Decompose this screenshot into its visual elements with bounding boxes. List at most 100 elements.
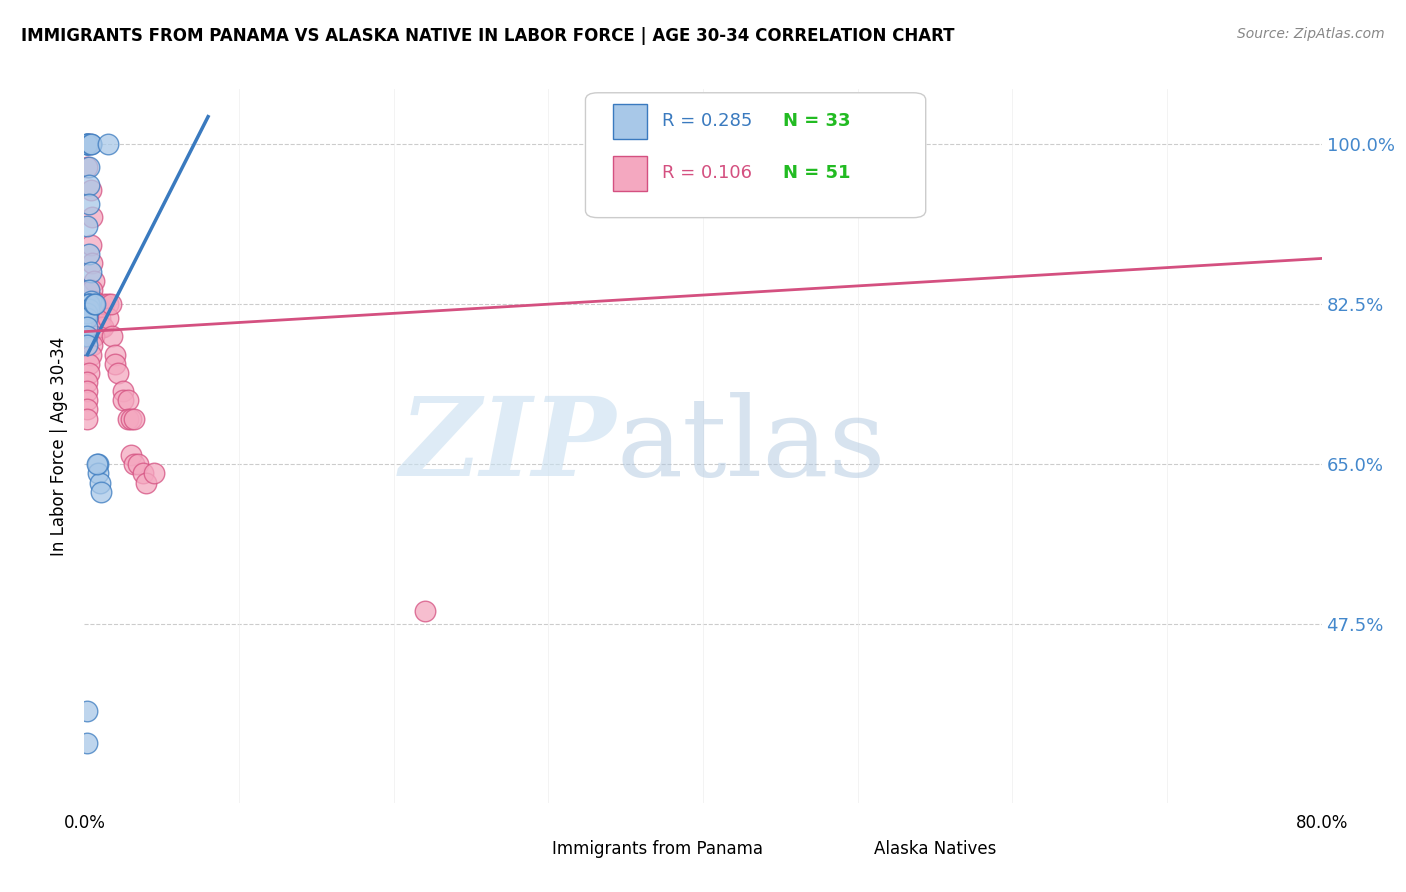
Point [76,384,98,398]
Bar [505,835,540,863]
Point [86,458,108,472]
Point [89,310,111,325]
Point [79,237,101,252]
Point [76,375,98,389]
Point [97,297,120,311]
Point [76,219,98,234]
Point [76,411,98,425]
Point [87,458,110,472]
Point [77,297,100,311]
Point [100,297,122,311]
Point [93,297,115,311]
Point [84,301,107,316]
Point [76,137,98,152]
Text: Source: ZipAtlas.com: Source: ZipAtlas.com [1237,27,1385,41]
Point [82,338,104,352]
Point [413,604,436,618]
Point [76,402,98,417]
Text: R = 0.285: R = 0.285 [662,112,752,130]
Point [77,196,100,211]
Point [76,306,98,320]
Point [82,284,104,298]
Point [135,475,157,490]
Point [83,297,105,311]
Point [112,393,135,408]
Bar [613,156,647,191]
Point [107,366,129,380]
Point [77,357,100,371]
Text: 80.0%: 80.0% [1295,814,1348,831]
Point [89,301,111,316]
Point [87,306,110,320]
Text: N = 33: N = 33 [783,112,851,130]
Point [79,265,101,279]
Point [143,467,166,481]
Point [84,297,107,311]
Point [77,247,100,261]
Point [76,310,98,325]
Point [86,301,108,316]
Point [101,329,124,343]
Point [120,448,142,462]
Point [112,384,135,398]
Text: N = 51: N = 51 [783,164,851,183]
Point [128,458,150,472]
Point [87,301,110,316]
Point [76,137,98,152]
Point [77,284,100,298]
Point [76,137,98,152]
Point [79,137,101,152]
Point [76,329,98,343]
Point [86,297,108,311]
Text: Alaska Natives: Alaska Natives [873,840,995,858]
Text: atlas: atlas [616,392,886,500]
Point [104,357,127,371]
Text: 0.0%: 0.0% [63,814,105,831]
Point [76,338,98,352]
Point [120,411,142,425]
Point [76,393,98,408]
Point [132,467,155,481]
Point [77,137,100,152]
Point [91,320,114,334]
Point [82,211,104,225]
Point [83,297,105,311]
FancyBboxPatch shape [585,93,925,218]
Point [83,274,105,288]
Point [117,393,139,408]
Point [77,297,100,311]
Y-axis label: In Labor Force | Age 30-34: In Labor Force | Age 30-34 [51,336,69,556]
Text: R = 0.106: R = 0.106 [662,164,752,183]
Point [76,736,98,750]
Point [122,458,145,472]
Point [90,320,112,334]
Point [83,329,105,343]
Point [79,294,101,309]
Point [82,256,104,270]
Point [76,137,98,152]
Point [77,178,100,193]
Point [76,704,98,718]
Point [76,160,98,174]
Bar [827,835,862,863]
Point [77,301,100,316]
Point [97,137,120,152]
Point [87,467,110,481]
Point [76,320,98,334]
Point [117,411,139,425]
Point [79,347,101,361]
Text: IMMIGRANTS FROM PANAMA VS ALASKA NATIVE IN LABOR FORCE | AGE 30-34 CORRELATION C: IMMIGRANTS FROM PANAMA VS ALASKA NATIVE … [21,27,955,45]
Point [77,297,100,311]
Point [79,183,101,197]
Point [77,366,100,380]
Point [83,294,105,309]
Point [84,297,107,311]
Point [77,160,100,174]
Text: Immigrants from Panama: Immigrants from Panama [553,840,763,858]
Point [89,475,111,490]
Bar [613,104,647,138]
Point [122,411,145,425]
Point [79,137,101,152]
Point [104,347,127,361]
Point [97,310,120,325]
